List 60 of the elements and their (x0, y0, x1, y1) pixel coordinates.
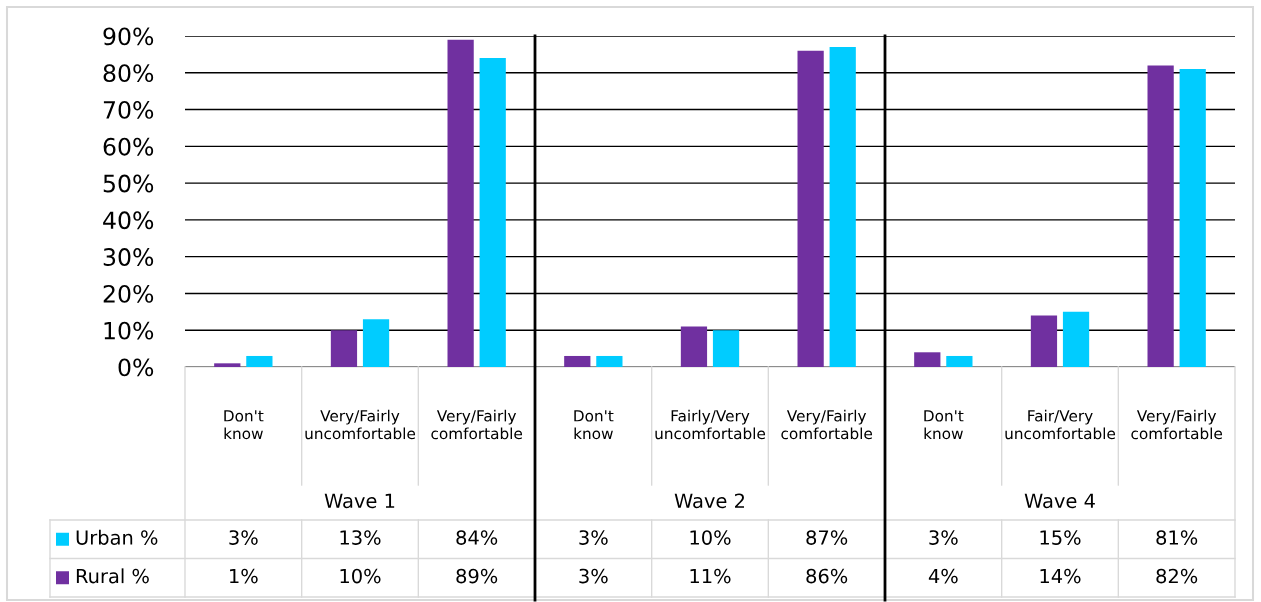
bar (564, 355, 591, 367)
y-tick-label: 90% (103, 27, 154, 46)
y-tick-label: 10% (104, 321, 154, 340)
bar (246, 355, 273, 367)
x-tick-label: Very/Fairly comfortable (1131, 409, 1223, 440)
y-tick-label: 30% (103, 248, 154, 266)
text: Wave 4 (1024, 493, 1095, 509)
data-label: 87% (806, 530, 848, 545)
text: Wave 1 (324, 493, 395, 509)
bar (362, 319, 390, 367)
data-label: 3% (229, 530, 258, 545)
bar (1147, 65, 1174, 367)
y-tick-label: 50% (103, 174, 154, 193)
x-tick-label: Fairly/Very uncomfortable (655, 409, 766, 440)
x-tick-label: Very/Fairly uncomfortable (305, 409, 416, 440)
bar (214, 363, 241, 367)
data-label: 10% (340, 568, 381, 584)
x-tick-label: Very/Fairly comfortable (431, 409, 523, 440)
x-tick-label: Don't know (924, 410, 964, 440)
y-tick-label: 20% (103, 284, 154, 303)
y-tick-label: 0% (118, 358, 154, 377)
data-label: 15% (1040, 530, 1081, 545)
data-label: 4% (928, 568, 958, 584)
data-label: 89% (456, 568, 498, 584)
bar (946, 355, 973, 367)
data-label: 81% (1156, 530, 1198, 545)
bar (596, 355, 623, 367)
bar (914, 352, 941, 367)
bar (479, 58, 506, 367)
x-tick-label: Very/Fairly comfortable (781, 409, 873, 440)
bar (829, 47, 856, 367)
bar (1179, 69, 1206, 367)
data-label: 1% (230, 568, 258, 584)
legend-label: Urban % (76, 529, 158, 545)
text: Wave 2 (674, 493, 745, 509)
bar (1030, 315, 1058, 367)
data-label: 3% (579, 568, 608, 584)
x-tick-label: Fair/Very uncomfortable (1005, 409, 1116, 440)
y-tick-label: 70% (103, 101, 154, 119)
x-tick-label: Don't know (224, 410, 264, 440)
x-tick-label: Don't know (574, 410, 614, 440)
y-tick-label: 40% (103, 211, 154, 230)
bar (330, 330, 358, 367)
bar (1062, 311, 1090, 367)
data-label: 86% (806, 568, 848, 584)
data-label: 11% (690, 568, 731, 584)
y-tick-label: 80% (103, 64, 154, 83)
bar (447, 39, 474, 367)
data-label: 3% (579, 530, 608, 545)
data-label: 13% (340, 530, 381, 545)
bar (680, 326, 708, 367)
bar (712, 330, 740, 367)
data-label: 82% (1156, 568, 1198, 584)
data-label: 3% (929, 530, 958, 545)
data-label: 84% (456, 530, 498, 545)
legend-label: Rural % (76, 568, 149, 584)
data-label: 14% (1040, 568, 1081, 584)
y-tick-label: 60% (103, 137, 154, 156)
bar (797, 50, 824, 367)
data-label: 10% (690, 530, 731, 545)
